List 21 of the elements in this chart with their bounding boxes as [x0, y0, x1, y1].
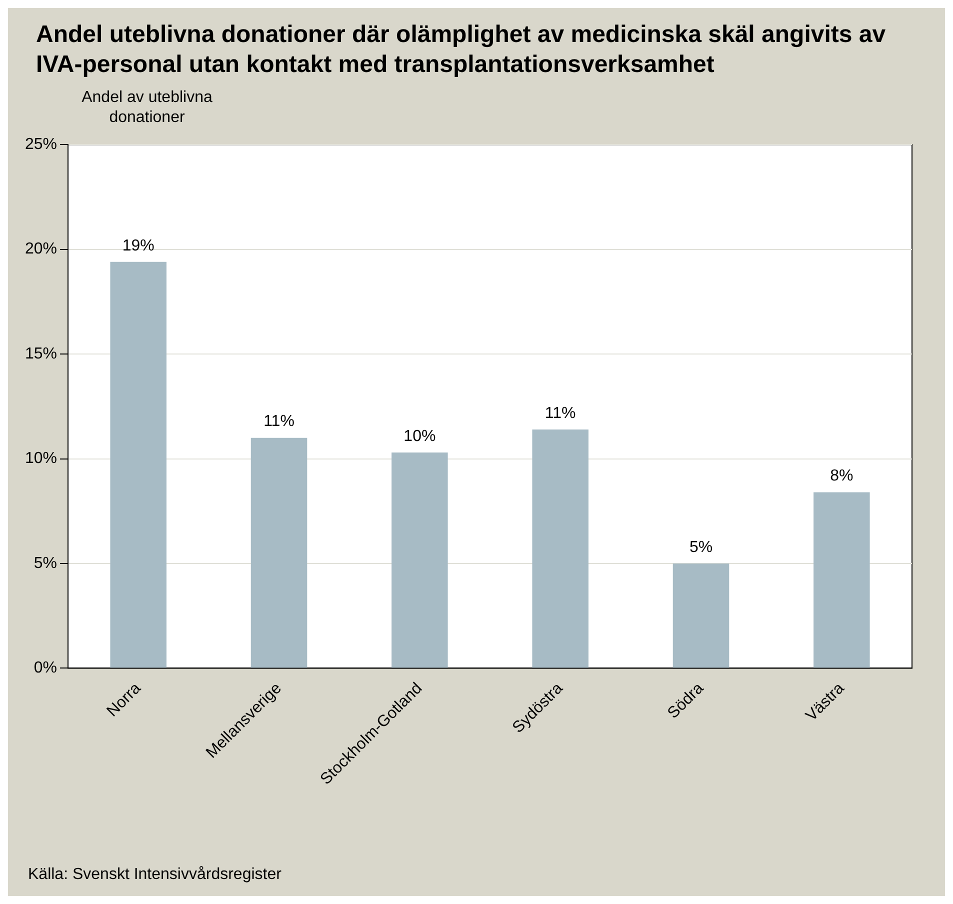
bar: [392, 452, 448, 668]
y-tick-label: 15%: [24, 345, 58, 362]
data-label: 8%: [830, 468, 854, 485]
bar: [250, 438, 308, 668]
chart-title: Andel uteblivna donationer där olämplighet av medicinska skäl angivits av IVA-personal utan kontakt med transplantationsverksamhet: [36, 20, 887, 80]
bar: [672, 563, 730, 668]
bar: [814, 492, 870, 668]
y-tick-label: 10%: [24, 450, 58, 468]
data-label: 11%: [264, 413, 294, 430]
bar: [110, 262, 166, 668]
data-label: 11%: [544, 404, 576, 422]
data-label: 5%: [689, 538, 713, 556]
data-label: 19%: [122, 237, 154, 254]
y-axis-title: Andel av uteblivna donationer: [80, 88, 214, 128]
text: Källa: Svenskt Intensivvårdsregister: [28, 866, 282, 884]
bar: [532, 429, 588, 668]
y-tick-label: 0%: [34, 660, 58, 677]
y-tick-label: 5%: [34, 554, 58, 572]
data-label: 10%: [404, 428, 436, 445]
y-tick-label: 25%: [24, 136, 58, 154]
y-tick-label: 20%: [24, 240, 58, 258]
